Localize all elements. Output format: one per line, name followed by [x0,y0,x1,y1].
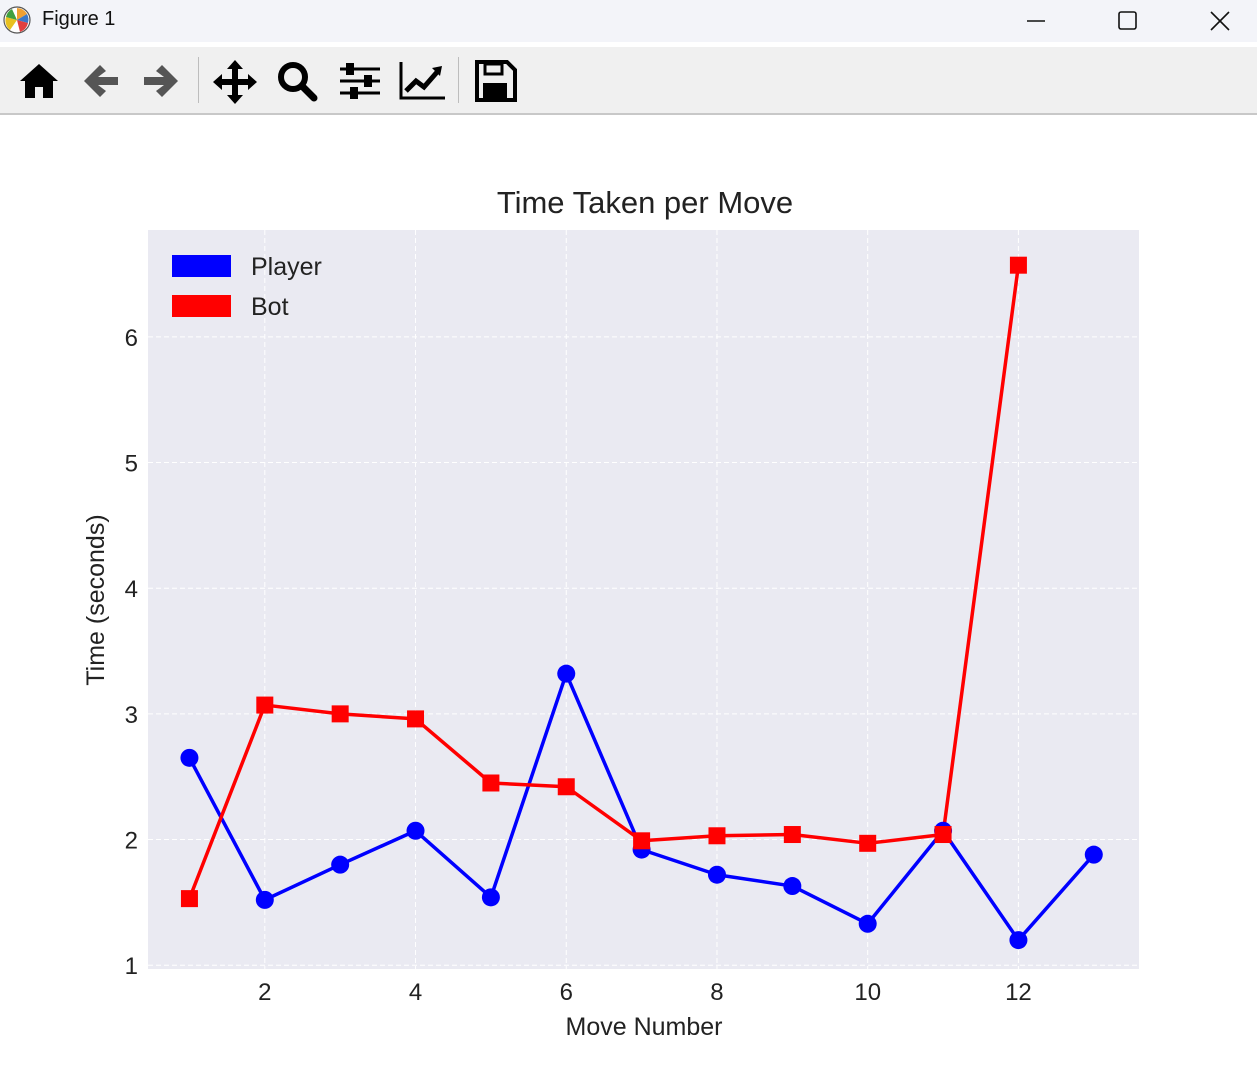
series-line-bot [187,264,1021,900]
data-point-player [255,890,274,909]
close-button[interactable] [1190,0,1250,42]
data-point-bot [256,696,274,714]
chart-line-icon [399,62,445,100]
y-tick-label: 1 [125,953,138,980]
close-icon [1210,11,1230,31]
data-point-bot [482,774,500,792]
x-tick-label: 10 [854,979,881,1006]
pan-button[interactable] [212,59,258,104]
minimize-icon [1027,20,1045,22]
maximize-icon [1118,11,1137,30]
back-button[interactable] [78,59,124,103]
floppy-disk-icon [475,60,517,102]
y-tick-label: 2 [125,828,138,855]
data-point-bot [331,705,349,723]
data-point-bot [934,826,952,844]
data-point-bot [1009,256,1027,274]
y-tick-label: 3 [125,702,138,729]
legend: Player Bot [172,253,322,321]
save-button[interactable] [472,59,518,103]
data-point-bot [407,710,425,728]
series-markers [180,256,1103,950]
data-point-player [1084,845,1103,864]
move-arrows-icon [213,60,257,104]
figure-canvas: Time Taken per Move 2 4 6 8 10 12 1 2 3 4 5 6 Move … [0,115,1257,1064]
y-tick-label: 5 [125,451,138,478]
data-point-player [331,855,350,874]
sliders-icon [340,63,380,99]
x-tick-label: 12 [1005,979,1032,1006]
toolbar-separator [198,57,199,103]
x-tick-label: 8 [710,979,723,1006]
magnifier-icon [278,62,318,102]
chart-title: Time Taken per Move [497,185,793,220]
x-axis-label: Move Number [566,1013,723,1041]
window-titlebar: Figure 1 [0,0,1257,42]
x-tick-label: 2 [258,979,271,1006]
x-tick-label: 4 [409,979,422,1006]
arrow-left-icon [84,65,118,97]
y-axis-label: Time (seconds) [82,514,110,685]
home-button[interactable] [16,59,62,103]
arrow-right-icon [144,65,178,97]
minimize-button[interactable] [1006,0,1066,42]
zoom-button[interactable] [274,59,320,103]
maximize-button[interactable] [1098,0,1158,42]
matplotlib-logo-icon [3,6,31,34]
legend-label-player: Player [251,253,322,281]
navigation-toolbar [0,47,1257,115]
data-point-bot [859,834,877,852]
forward-button[interactable] [138,59,184,103]
y-tick-label: 4 [125,576,138,603]
data-point-bot [708,827,726,845]
legend-label-bot: Bot [251,293,289,321]
data-point-player [481,888,500,907]
x-tick-label: 6 [560,979,573,1006]
window-title: Figure 1 [42,8,116,30]
data-point-bot [633,832,651,850]
subplots-button[interactable] [336,59,382,103]
data-point-player [180,748,199,767]
data-point-bot [557,778,575,796]
legend-swatch-player [172,255,231,277]
data-point-player [783,877,802,896]
data-point-bot [180,890,198,908]
toolbar-separator [458,57,459,103]
data-point-player [858,914,877,933]
data-point-player [406,821,425,840]
data-point-player [557,664,576,683]
customize-button[interactable] [398,59,445,103]
legend-swatch-bot [172,295,231,317]
data-point-player [1009,931,1028,950]
grid-lines [148,230,1139,969]
data-point-bot [783,826,801,844]
y-tick-label: 6 [125,325,138,352]
home-icon [20,64,58,98]
data-point-player [707,865,726,884]
